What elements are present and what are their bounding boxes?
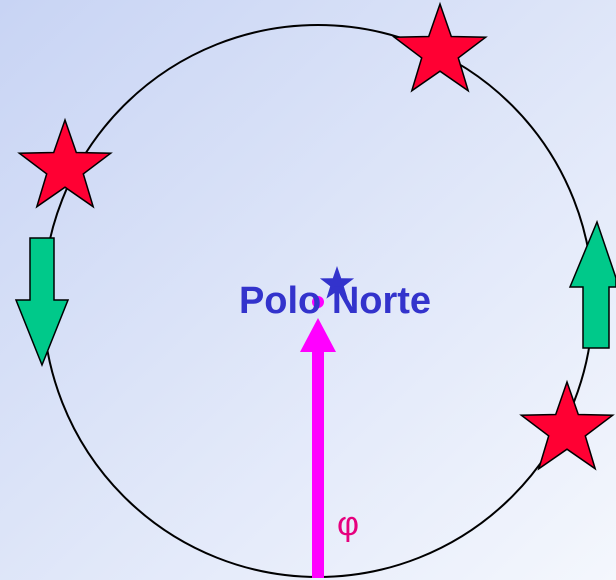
red-star bbox=[17, 117, 113, 209]
stars bbox=[17, 1, 615, 471]
red-star bbox=[392, 1, 488, 93]
angle-arrow bbox=[300, 318, 336, 578]
pole-dot bbox=[312, 296, 324, 308]
center-label: Polo Norte bbox=[239, 280, 431, 322]
down-arrow bbox=[14, 237, 70, 368]
up-arrow bbox=[568, 219, 616, 349]
pole-star bbox=[319, 266, 355, 299]
angle-label: φ bbox=[337, 505, 359, 543]
red-star bbox=[519, 379, 615, 471]
